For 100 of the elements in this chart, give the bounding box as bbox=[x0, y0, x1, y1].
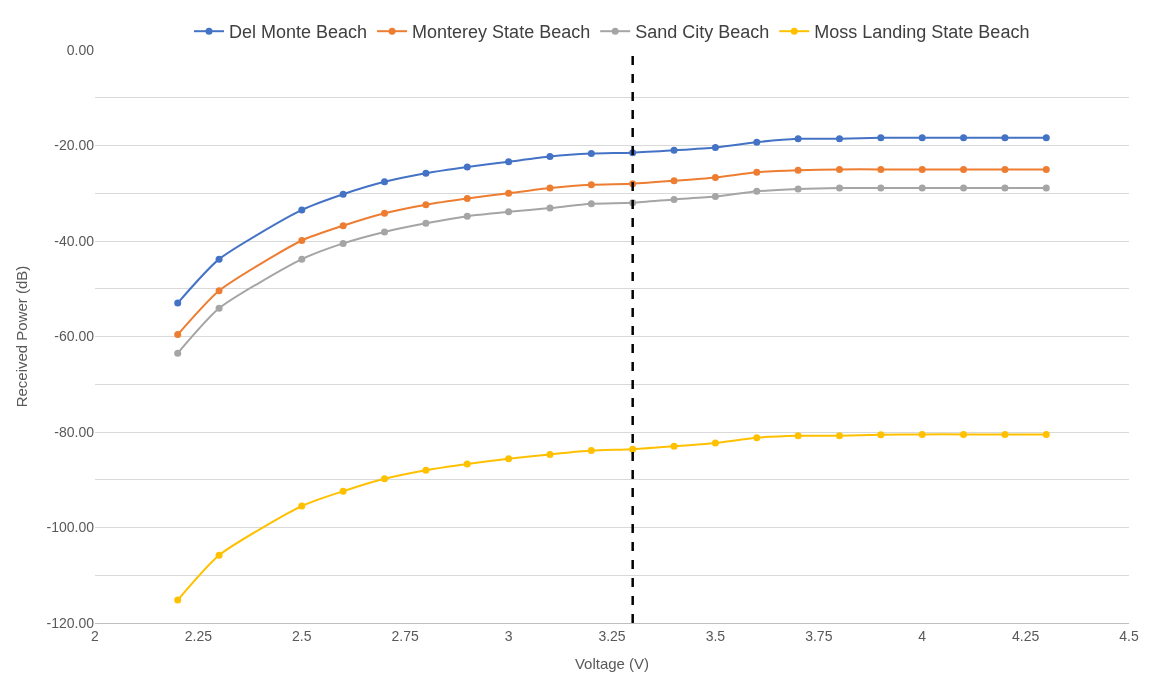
point bbox=[174, 331, 182, 339]
y-tick-label: -100.00 bbox=[46, 519, 95, 536]
point bbox=[877, 165, 885, 173]
point bbox=[505, 455, 513, 463]
point bbox=[505, 158, 513, 166]
y-axis-title: Received Power (dB) bbox=[12, 265, 30, 408]
point bbox=[339, 239, 347, 247]
point bbox=[753, 434, 761, 442]
x-tick-label: 3.75 bbox=[805, 627, 833, 644]
point bbox=[711, 439, 719, 447]
x-axis-title: Voltage (V) bbox=[574, 654, 650, 672]
point bbox=[1042, 165, 1050, 173]
point bbox=[960, 184, 968, 192]
point bbox=[174, 299, 182, 307]
point bbox=[505, 189, 513, 197]
point bbox=[174, 349, 182, 357]
x-tick-label: 4.5 bbox=[1119, 627, 1139, 644]
point bbox=[339, 487, 347, 495]
point bbox=[794, 185, 802, 193]
point bbox=[505, 208, 513, 216]
point bbox=[711, 173, 719, 181]
point bbox=[546, 450, 554, 458]
point bbox=[1001, 165, 1009, 173]
point bbox=[422, 466, 430, 474]
point bbox=[670, 442, 678, 450]
legend-label: Del Monte Beach bbox=[229, 22, 368, 43]
point bbox=[877, 431, 885, 439]
point bbox=[1001, 134, 1009, 142]
point bbox=[794, 432, 802, 440]
point bbox=[381, 209, 389, 217]
y-tick-label: -80.00 bbox=[54, 423, 95, 440]
point bbox=[960, 430, 968, 438]
point bbox=[670, 177, 678, 185]
x-tick-label: 3.25 bbox=[598, 627, 626, 644]
point bbox=[298, 255, 306, 263]
legend-label: Moss Landing State Beach bbox=[814, 22, 1030, 43]
point bbox=[381, 228, 389, 236]
point bbox=[587, 200, 595, 208]
x-tick-label: 2.25 bbox=[184, 627, 213, 644]
point bbox=[918, 430, 926, 438]
point bbox=[381, 178, 389, 186]
legend-label: Sand City Beach bbox=[635, 22, 770, 43]
point bbox=[835, 135, 843, 143]
point bbox=[215, 255, 223, 263]
point bbox=[1001, 430, 1009, 438]
point bbox=[1042, 430, 1050, 438]
point bbox=[463, 212, 471, 220]
point bbox=[1042, 134, 1050, 142]
x-tick-label: 2.75 bbox=[391, 627, 420, 644]
point bbox=[546, 204, 554, 212]
point bbox=[918, 134, 926, 142]
point bbox=[463, 195, 471, 202]
point bbox=[835, 184, 843, 192]
point bbox=[877, 184, 885, 192]
y-tick-label: -40.00 bbox=[54, 232, 95, 249]
point bbox=[215, 287, 223, 295]
point bbox=[1001, 184, 1009, 192]
legend-label: Monterey State Beach bbox=[412, 22, 591, 43]
point bbox=[546, 152, 554, 160]
point bbox=[587, 181, 595, 189]
y-tick-label: -60.00 bbox=[54, 328, 95, 345]
point bbox=[298, 502, 306, 510]
point bbox=[463, 163, 471, 171]
x-tick-label: 2.5 bbox=[292, 627, 312, 644]
point bbox=[960, 134, 968, 142]
point bbox=[422, 219, 430, 227]
point bbox=[422, 201, 430, 209]
point bbox=[670, 195, 678, 203]
point bbox=[422, 169, 430, 177]
point bbox=[711, 193, 719, 201]
point bbox=[546, 184, 554, 192]
point bbox=[629, 445, 637, 453]
point bbox=[877, 134, 885, 142]
point bbox=[918, 165, 926, 173]
x-tick-label: 4 bbox=[918, 627, 927, 644]
point bbox=[835, 432, 843, 440]
x-tick-label: 3.5 bbox=[705, 627, 726, 644]
y-tick-label: 0.00 bbox=[66, 41, 95, 58]
point bbox=[298, 237, 306, 245]
point bbox=[794, 135, 802, 143]
point bbox=[298, 206, 306, 214]
point bbox=[960, 165, 968, 173]
point bbox=[339, 190, 347, 198]
point bbox=[835, 165, 843, 173]
point bbox=[381, 475, 389, 483]
y-tick-label: -20.00 bbox=[54, 137, 95, 154]
point bbox=[215, 304, 223, 312]
point bbox=[463, 460, 471, 468]
x-tick-label: 3 bbox=[504, 627, 513, 644]
point bbox=[753, 138, 761, 146]
point bbox=[918, 184, 926, 192]
point bbox=[587, 447, 595, 455]
point bbox=[794, 166, 802, 174]
point bbox=[753, 187, 761, 195]
point bbox=[587, 150, 595, 158]
point bbox=[711, 143, 719, 151]
x-tick-label: 4.25 bbox=[1011, 627, 1040, 644]
point bbox=[670, 146, 678, 154]
point bbox=[215, 551, 223, 559]
point bbox=[753, 168, 761, 176]
